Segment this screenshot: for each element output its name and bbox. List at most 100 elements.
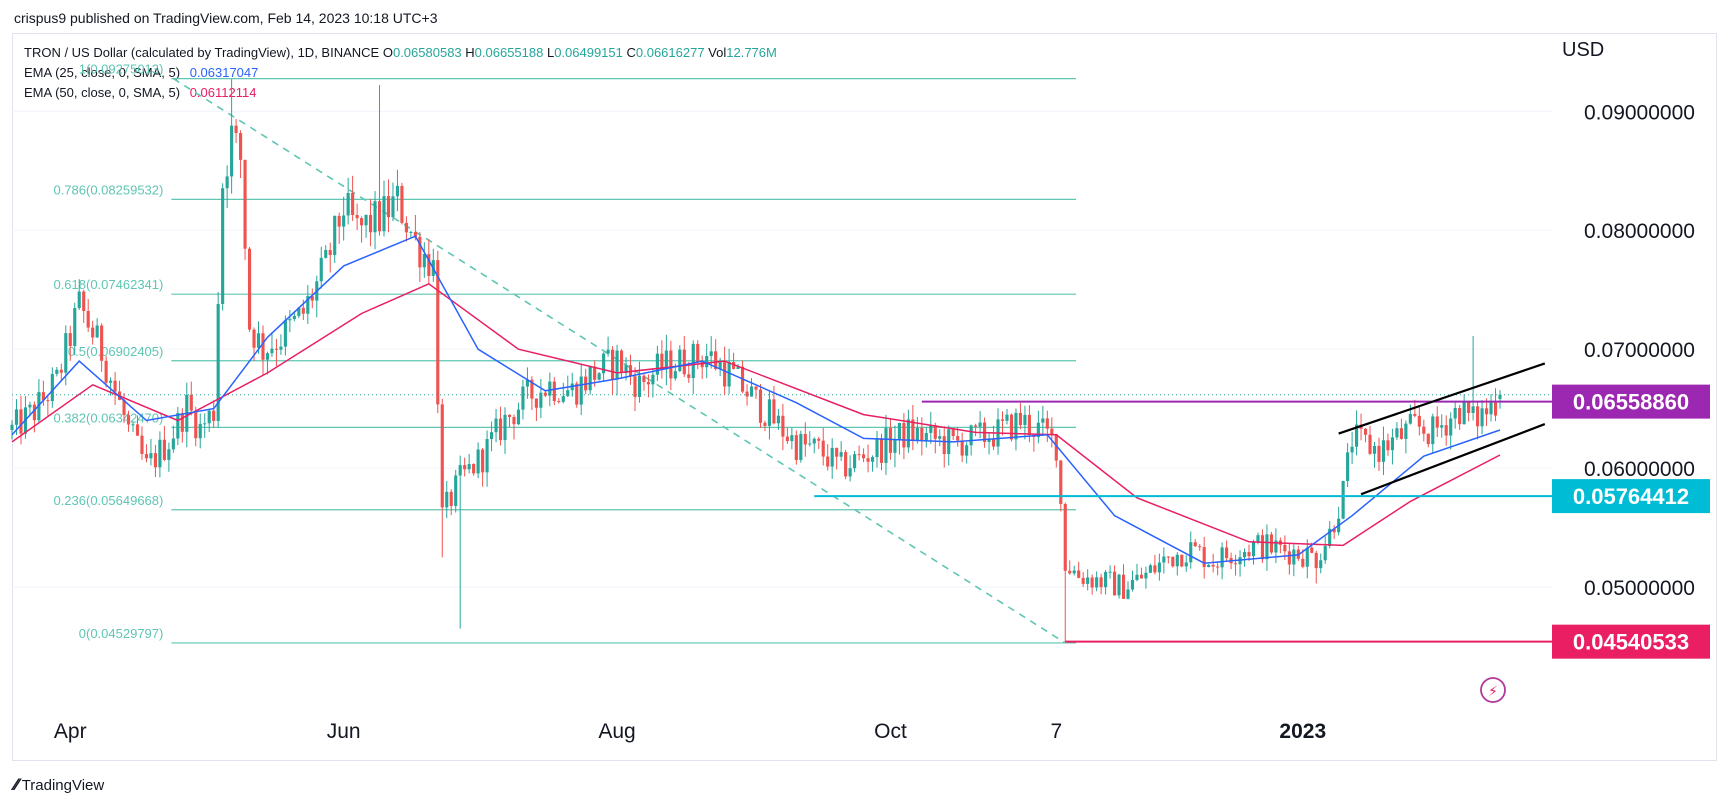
footer[interactable]: ⁄⁄ TradingView bbox=[14, 775, 104, 795]
ohlc-key-vol: Vol bbox=[704, 45, 727, 60]
candle-body bbox=[727, 362, 731, 387]
ema25-value: 0.06317047 bbox=[189, 65, 259, 80]
candle-body bbox=[651, 374, 655, 385]
candle-body bbox=[19, 409, 23, 434]
candle-body bbox=[821, 440, 825, 457]
candle-body bbox=[718, 362, 722, 369]
ohlc-value-l: 0.06499151 bbox=[554, 45, 623, 60]
candle-body bbox=[171, 438, 175, 450]
candle-body bbox=[167, 449, 171, 460]
candle-body bbox=[593, 366, 597, 380]
candle-body bbox=[1449, 418, 1453, 436]
candle-body bbox=[194, 410, 198, 439]
candle-body bbox=[655, 353, 659, 375]
candle-body bbox=[812, 438, 816, 444]
fib-level-label: 0.786(0.08259532) bbox=[53, 182, 163, 197]
candle-body bbox=[440, 404, 444, 508]
candle-body bbox=[1328, 528, 1332, 547]
fib-level-label: 0.236(0.05649668) bbox=[53, 493, 163, 508]
candle-body bbox=[324, 250, 328, 258]
candle-body bbox=[1005, 414, 1009, 421]
candle-body bbox=[1301, 558, 1305, 567]
candle-body bbox=[978, 422, 982, 427]
candle-body bbox=[342, 215, 346, 227]
candle-body bbox=[1130, 580, 1135, 590]
price-tag-label: 0.05764412 bbox=[1573, 484, 1689, 509]
symbol-legend-row[interactable]: TRON / US Dollar (calculated by TradingV… bbox=[24, 45, 777, 60]
candle-body bbox=[942, 436, 946, 455]
candle-body bbox=[687, 374, 691, 379]
candle-body bbox=[1265, 534, 1269, 560]
candle-body bbox=[857, 454, 861, 456]
candle-body bbox=[543, 392, 547, 396]
ohlc-key-l: L bbox=[543, 45, 555, 60]
candle-body bbox=[404, 222, 408, 233]
candle-body bbox=[678, 349, 682, 372]
candle-body bbox=[377, 201, 382, 232]
candle-body bbox=[902, 422, 906, 448]
symbol-title: TRON / US Dollar (calculated by TradingV… bbox=[24, 45, 380, 60]
candle-body bbox=[1305, 547, 1309, 567]
candle-body bbox=[615, 350, 619, 380]
candle-body bbox=[126, 415, 131, 425]
candle-body bbox=[1059, 460, 1063, 505]
candle-body bbox=[422, 254, 426, 268]
currency-label: USD bbox=[1562, 39, 1604, 61]
candle-body bbox=[539, 392, 543, 408]
channel-trend-line bbox=[1360, 423, 1546, 496]
candle-body bbox=[279, 346, 283, 350]
candle-body bbox=[929, 425, 933, 433]
candle-body bbox=[86, 310, 90, 328]
candle-body bbox=[1104, 571, 1108, 588]
candle-body bbox=[870, 457, 875, 462]
candle-body bbox=[879, 438, 884, 463]
x-tick-label: Oct bbox=[874, 720, 907, 743]
price-tag bbox=[1552, 624, 1710, 659]
candle-body bbox=[203, 423, 207, 425]
ema50-legend-row[interactable]: EMA (50, close, 0, SMA, 5) 0.06112114 bbox=[24, 85, 256, 100]
candle-body bbox=[767, 399, 772, 426]
fib-level-label: 0.5(0.06902405) bbox=[68, 344, 163, 359]
candle-body bbox=[1108, 571, 1112, 573]
candle-body bbox=[252, 329, 256, 348]
candle-body bbox=[176, 413, 180, 439]
ohlc-key-h: H bbox=[461, 45, 475, 60]
candle-body bbox=[1233, 563, 1238, 565]
candle-body bbox=[100, 325, 104, 361]
candle-body bbox=[503, 414, 507, 441]
candle-body bbox=[516, 409, 521, 425]
candle-body bbox=[633, 376, 637, 397]
candle-body bbox=[956, 436, 960, 441]
candle-body bbox=[1346, 452, 1350, 481]
candle-body bbox=[28, 404, 32, 408]
ema25-legend-row[interactable]: EMA (25, close, 0, SMA, 5) 0.06317047 bbox=[24, 65, 258, 80]
candle-body bbox=[781, 415, 785, 437]
ema25-line bbox=[11, 235, 1501, 564]
candle-body bbox=[1153, 565, 1157, 573]
candle-body bbox=[673, 371, 677, 379]
candle-body bbox=[758, 389, 763, 423]
candle-body bbox=[153, 453, 157, 468]
candle-body bbox=[561, 396, 565, 402]
candle-body bbox=[1041, 418, 1045, 423]
candle-body bbox=[588, 366, 592, 391]
candle-body bbox=[1332, 528, 1336, 533]
candle-body bbox=[987, 439, 991, 442]
ohlc-values: O0.06580583 H0.06655188 L0.06499151 C0.0… bbox=[383, 45, 777, 60]
lightning-icon[interactable] bbox=[1480, 677, 1506, 703]
candle-body bbox=[736, 366, 740, 369]
candle-body bbox=[481, 449, 485, 473]
candle-body bbox=[454, 475, 458, 506]
candle-body bbox=[749, 386, 754, 397]
candle-body bbox=[1068, 570, 1072, 574]
candle-body bbox=[256, 333, 261, 348]
candle-body bbox=[723, 362, 727, 387]
candle-body bbox=[1202, 547, 1206, 568]
candle-body bbox=[1399, 428, 1403, 439]
candle-body bbox=[1000, 419, 1005, 421]
candle-body bbox=[46, 400, 50, 402]
x-tick-label: Jun bbox=[327, 720, 361, 743]
x-tick-label: Aug bbox=[598, 720, 635, 743]
candle-body bbox=[131, 424, 135, 426]
